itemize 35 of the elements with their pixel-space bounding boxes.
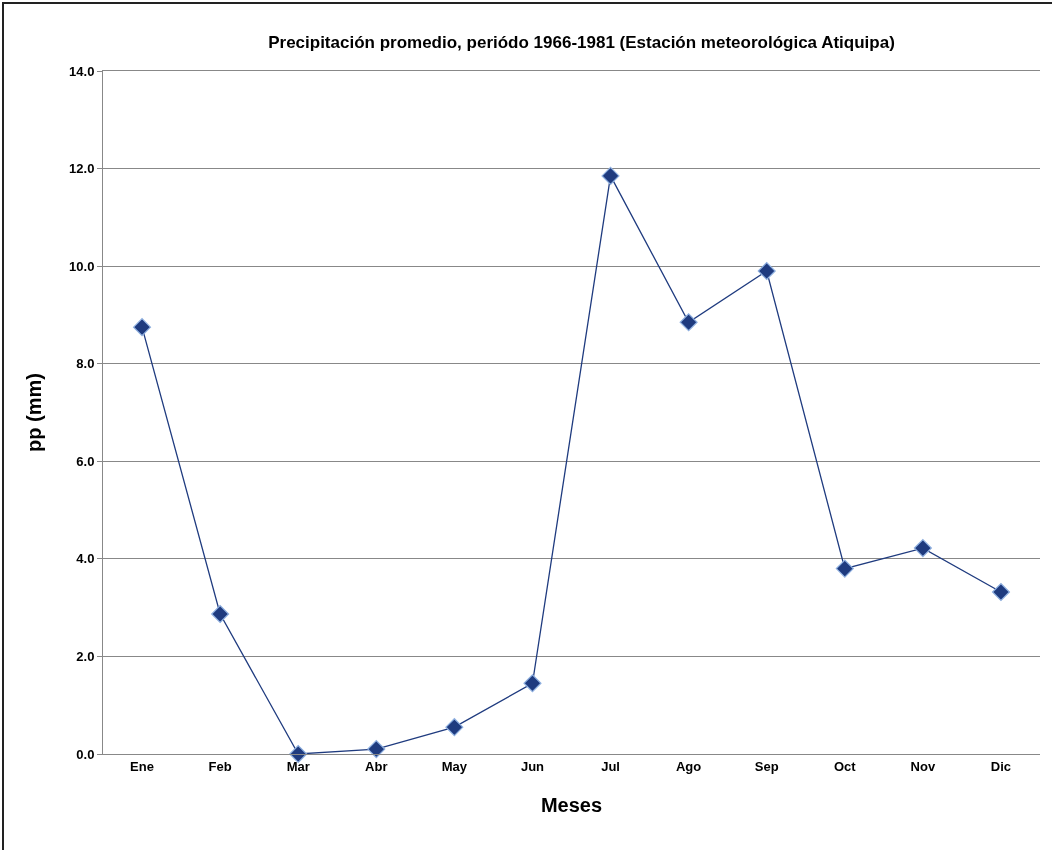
y-tick-label: 10.0 (69, 258, 95, 274)
point (757, 261, 776, 281)
point (445, 718, 464, 737)
y-tick-label: 0.0 (76, 746, 95, 762)
x-tick-label: Feb (208, 758, 232, 774)
x-tick-label: May (441, 758, 468, 774)
y-axis-title: pp (mm) (22, 373, 45, 452)
x-tick-label: Abr (365, 758, 388, 774)
x-tick-label: Sep (754, 758, 779, 774)
point (211, 604, 230, 624)
y-tick-label: 2.0 (76, 648, 95, 664)
point (367, 740, 386, 759)
x-tick-label: Mar (286, 758, 310, 774)
chart-title: Precipitación promedio, periódo 1966-1981 (Estación meteorológica Atiquipa) (268, 33, 895, 53)
point (289, 744, 308, 764)
point (601, 166, 620, 185)
point (132, 318, 152, 337)
y-tick-label: 14.0 (69, 63, 95, 79)
x-tick-label: Oct (833, 758, 857, 774)
y-tick-label: 4.0 (76, 551, 95, 567)
y-tick-label: 12.0 (69, 161, 95, 177)
x-tick-label: Jul (601, 758, 620, 774)
x-axis-title: Meses (540, 794, 603, 817)
x-tick-label: Nov (910, 758, 936, 774)
point (835, 559, 854, 578)
x-tick-label: Jun (520, 758, 545, 774)
point (991, 582, 1011, 602)
point (913, 539, 932, 558)
x-tick-label: Ene (130, 758, 154, 774)
y-tick-label: 6.0 (76, 453, 95, 469)
x-tick-label: Ago (675, 758, 702, 774)
x-tick-label: Dic (990, 758, 1012, 774)
y-tick-label: 8.0 (76, 356, 95, 372)
point (523, 674, 542, 693)
point (679, 313, 698, 332)
